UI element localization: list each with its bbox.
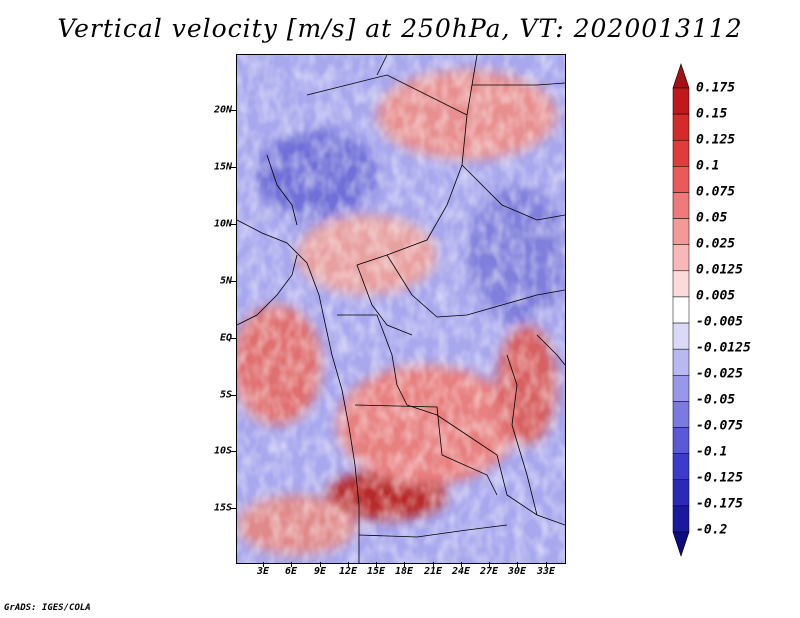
x-tick-label: 6E — [284, 566, 298, 577]
colorbar-segment — [672, 113, 690, 141]
colorbar-segment — [672, 166, 690, 193]
map-title: Vertical velocity [m/s] at 250hPa, VT: 2… — [57, 14, 743, 43]
colorbar-segment — [672, 505, 690, 533]
colorbar-segment — [672, 479, 690, 507]
colorbar-label: 0.125 — [696, 132, 736, 148]
colorbar-segment — [672, 87, 690, 115]
y-tick-label: 10S — [213, 445, 232, 457]
colorbar-segment — [672, 192, 690, 219]
colorbar-label: 0.15 — [696, 106, 728, 122]
y-tick-label: 15N — [213, 161, 232, 173]
x-tick-label: 9E — [313, 566, 327, 577]
colorbar-segment — [672, 375, 690, 402]
y-tick-label: 10N — [213, 218, 232, 230]
colorbar-label: 0.075 — [696, 184, 736, 200]
colorbar-segment — [672, 139, 690, 167]
colorbar-label: 0.1 — [696, 158, 720, 174]
x-tick-label: 33E — [536, 566, 556, 577]
colorbar-segment — [672, 270, 690, 298]
colorbar-label: -0.1 — [696, 444, 728, 460]
colorbar-segment — [672, 427, 690, 454]
x-tick-label: 24E — [451, 566, 471, 577]
x-tick-label: 30E — [507, 566, 527, 577]
colorbar-label: -0.125 — [696, 470, 743, 486]
colorbar-label: -0.05 — [696, 392, 736, 408]
y-tick-label: 5N — [219, 275, 232, 287]
colorbar-label: -0.175 — [696, 496, 743, 512]
y-tick-label: 20N — [213, 104, 232, 116]
boundaries — [237, 55, 565, 563]
x-tick-label: 27E — [479, 566, 499, 577]
colorbar-segment — [672, 244, 690, 272]
x-tick-label: 21E — [423, 566, 443, 577]
y-tick-label: 5S — [219, 389, 232, 401]
colorbar-segment — [672, 218, 690, 245]
colorbar-segment — [672, 348, 690, 376]
colorbar-bottom-triangle — [672, 531, 690, 557]
colorbar-segment — [672, 322, 690, 350]
colorbar-label: -0.2 — [696, 522, 728, 538]
colorbar-top-triangle — [672, 63, 690, 89]
colorbar-label: 0.05 — [696, 210, 728, 226]
colorbar-label: -0.025 — [696, 366, 743, 382]
velocity-field — [237, 55, 565, 563]
colorbar-label: 0.005 — [696, 288, 736, 304]
map-panel — [236, 54, 566, 564]
colorbar-segment — [672, 453, 690, 481]
y-tick-label: 15S — [213, 502, 232, 514]
colorbar-label: -0.005 — [696, 314, 743, 330]
x-tick-label: 15E — [366, 566, 386, 577]
credit-text: GrADS: IGES/COLA — [4, 603, 91, 613]
x-tick-label: 18E — [394, 566, 414, 577]
colorbar-segment — [672, 296, 690, 324]
colorbar-label: 0.175 — [696, 80, 736, 96]
colorbar-label: 0.025 — [696, 236, 736, 252]
colorbar-label: -0.075 — [696, 418, 743, 434]
colorbar — [672, 63, 690, 557]
colorbar-label: 0.0125 — [696, 262, 743, 278]
colorbar-segment — [672, 401, 690, 428]
x-tick-label: 3E — [256, 566, 270, 577]
colorbar-label: -0.0125 — [696, 340, 751, 356]
y-tick-label: EQ — [219, 332, 232, 344]
x-tick-label: 12E — [338, 566, 358, 577]
